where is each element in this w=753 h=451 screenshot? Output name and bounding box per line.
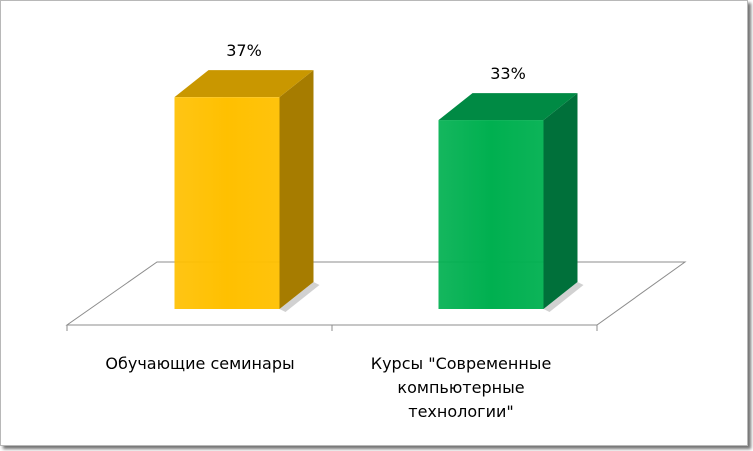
- category-label-2-line-3: технологии": [408, 402, 513, 421]
- bar-2-side: [543, 93, 578, 309]
- category-label-2: Курсы "Современные компьютерные технологии…: [371, 354, 552, 421]
- data-label-1: 37%: [226, 41, 262, 60]
- bar-1-shadow: [279, 282, 320, 312]
- bar-2-shadow: [543, 282, 584, 312]
- bar-1-front: [174, 97, 280, 309]
- category-label-1: Обучающие семинары: [105, 354, 294, 373]
- bars-group: [174, 70, 584, 312]
- bar-1-top: [174, 70, 314, 98]
- bar-2: [438, 93, 584, 312]
- chart-floor: [65, 261, 687, 326]
- chart-floor-group: [65, 261, 687, 331]
- bar-2-front: [438, 120, 544, 309]
- bar-1: [174, 70, 320, 312]
- bar-1-side: [279, 70, 314, 309]
- labels-group: 37% Обучающие семинары 33% Курсы "Современн…: [105, 41, 551, 421]
- category-label-2-line-2: компьютерные: [397, 378, 524, 397]
- bar-2-top: [438, 93, 578, 121]
- data-label-2: 33%: [490, 64, 526, 83]
- category-label-1-line-1: Обучающие семинары: [105, 354, 294, 373]
- category-label-2-line-1: Курсы "Современные: [371, 354, 552, 373]
